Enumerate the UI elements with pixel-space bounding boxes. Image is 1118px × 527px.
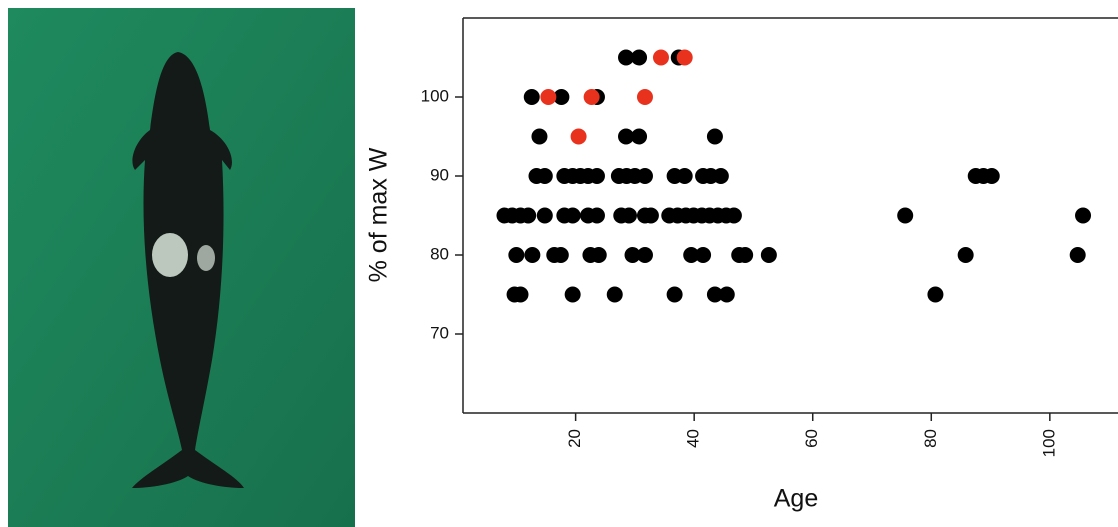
point [531, 129, 547, 145]
point [643, 208, 659, 224]
y-tick-label: 100 [421, 86, 449, 105]
x-tick-label: 20 [565, 429, 584, 448]
point [737, 247, 753, 263]
point [667, 287, 683, 303]
point [713, 168, 729, 184]
point [524, 247, 540, 263]
point [584, 89, 600, 105]
y-tick-label: 80 [430, 244, 449, 263]
point [958, 247, 974, 263]
x-axis-title: Age [774, 485, 818, 513]
point [589, 168, 605, 184]
point [726, 208, 742, 224]
point [695, 247, 711, 263]
point [707, 129, 723, 145]
point [637, 168, 653, 184]
x-tick-label: 40 [684, 429, 703, 448]
point [565, 208, 581, 224]
point [508, 247, 524, 263]
x-tick-label: 100 [1039, 429, 1058, 457]
figure: Age % of max W 70 80 90 100 20 40 60 80 100 [0, 0, 1118, 527]
point [677, 50, 693, 66]
point [540, 89, 556, 105]
point [637, 247, 653, 263]
point [1075, 208, 1091, 224]
point [984, 168, 1000, 184]
point [571, 129, 587, 145]
point [537, 168, 553, 184]
point [761, 247, 777, 263]
point [677, 168, 693, 184]
y-axis-title: % of max W [365, 147, 393, 282]
point [897, 208, 913, 224]
point [589, 208, 605, 224]
point [591, 247, 607, 263]
point [524, 89, 540, 105]
point [637, 89, 653, 105]
x-tick-label: 60 [802, 429, 821, 448]
y-tick-label: 70 [430, 323, 449, 342]
point [512, 287, 528, 303]
point [927, 287, 943, 303]
whale-photo [8, 8, 355, 527]
x-tick-label: 80 [921, 429, 940, 448]
point [719, 287, 735, 303]
point [631, 129, 647, 145]
plot-area: Age % of max W 70 80 90 100 20 40 60 80 100 [365, 18, 1118, 513]
point [631, 50, 647, 66]
point [520, 208, 536, 224]
point [565, 287, 581, 303]
y-tick-label: 90 [430, 165, 449, 184]
point [653, 50, 669, 66]
point [621, 208, 637, 224]
point [537, 208, 553, 224]
point [553, 247, 569, 263]
point [607, 287, 623, 303]
point [1070, 247, 1086, 263]
